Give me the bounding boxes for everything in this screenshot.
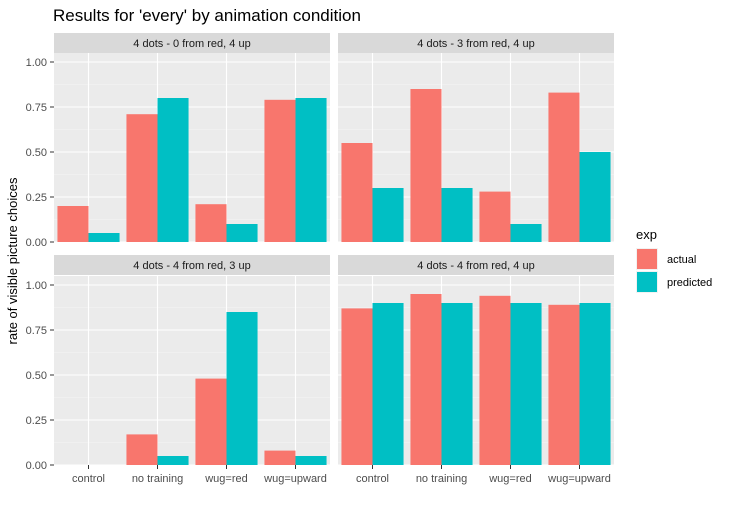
facet-strip <box>338 33 614 53</box>
facet-panel: 4 dots - 3 from red, 4 up <box>338 33 614 243</box>
x-tick-label: no training <box>416 473 467 485</box>
legend-label-predicted: predicted <box>667 277 712 289</box>
y-tick-label: 0.50 <box>26 147 47 159</box>
facet-panel: 4 dots - 0 from red, 4 up 0.00 0.25 0.50 0.7… <box>26 33 330 249</box>
bar-predicted <box>510 224 542 242</box>
legend-label-actual: actual <box>667 254 696 266</box>
facet-strip-label: 4 dots - 4 from red, 3 up <box>133 260 250 272</box>
bar-actual <box>264 450 296 465</box>
bar-predicted <box>157 456 189 465</box>
bar-predicted <box>157 98 189 242</box>
bar-predicted <box>579 152 611 242</box>
bar-actual <box>126 434 158 465</box>
bar-actual <box>195 204 227 242</box>
bar-predicted <box>226 224 258 242</box>
facet-panel: 4 dots - 4 from red, 4 up control no train… <box>338 255 614 485</box>
bar-predicted <box>510 303 542 465</box>
facet-strip <box>54 33 330 53</box>
bar-actual <box>341 143 373 242</box>
legend-title: exp <box>636 227 657 242</box>
y-tick-label: 0.25 <box>26 415 47 427</box>
panels-layer: 4 dots - 0 from red, 4 up 0.00 0.25 0.50 0.7… <box>26 33 614 485</box>
legend-swatch-predicted <box>637 272 657 292</box>
bar-actual <box>264 99 296 242</box>
y-axis-title: rate of visible picture choices <box>5 177 20 344</box>
x-tick-label: control <box>72 473 105 485</box>
y-tick-label: 0.00 <box>26 237 47 249</box>
bar-predicted <box>295 98 327 242</box>
y-tick-label: 0.75 <box>26 325 47 337</box>
bar-predicted <box>372 303 404 465</box>
bar-predicted <box>226 312 258 465</box>
bar-actual <box>57 206 89 242</box>
bar-actual <box>548 304 580 465</box>
bar-actual <box>341 308 373 465</box>
bar-predicted <box>579 303 611 465</box>
y-tick-label: 1.00 <box>26 280 47 292</box>
y-tick-label: 1.00 <box>26 57 47 69</box>
bar-actual <box>548 92 580 242</box>
bar-actual <box>195 378 227 465</box>
bar-predicted <box>441 188 473 242</box>
x-tick-label: wug=upward <box>263 473 327 485</box>
y-tick-label: 0.25 <box>26 192 47 204</box>
facet-strip <box>338 255 614 275</box>
bar-actual <box>410 89 442 242</box>
facet-strip <box>54 255 330 275</box>
bar-predicted <box>295 456 327 465</box>
facet-strip-label: 4 dots - 0 from red, 4 up <box>133 38 250 50</box>
y-tick-label: 0.50 <box>26 370 47 382</box>
facet-strip-label: 4 dots - 3 from red, 4 up <box>417 38 534 50</box>
legend: exp actual predicted <box>636 227 712 293</box>
bar-predicted <box>372 188 404 242</box>
x-tick-label: wug=red <box>204 473 248 485</box>
bar-actual <box>410 294 442 465</box>
y-tick-label: 0.00 <box>26 460 47 472</box>
plot-background <box>54 276 330 465</box>
x-tick-label: control <box>356 473 389 485</box>
x-tick-label: wug=upward <box>547 473 611 485</box>
bar-actual <box>479 295 511 465</box>
bar-predicted <box>88 233 120 242</box>
legend-swatch-actual <box>637 249 657 269</box>
chart-title: Results for 'every' by animation conditi… <box>53 6 361 25</box>
bar-predicted <box>441 303 473 465</box>
bar-actual <box>126 114 158 242</box>
facet-strip-label: 4 dots - 4 from red, 4 up <box>417 260 534 272</box>
bar-actual <box>479 191 511 242</box>
y-tick-label: 0.75 <box>26 102 47 114</box>
x-tick-label: no training <box>132 473 183 485</box>
facet-panel: 4 dots - 4 from red, 3 up 0.00 0.25 0.50 0.7… <box>26 255 330 485</box>
x-tick-label: wug=red <box>488 473 532 485</box>
